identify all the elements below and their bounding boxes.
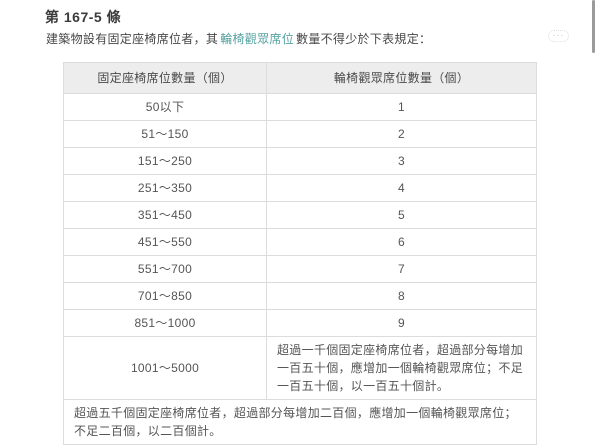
wheelchair-count-cell: 7	[266, 255, 537, 283]
table-row: 251～350 4	[63, 174, 537, 202]
table-row: 51～150 2	[63, 120, 537, 148]
table-row: 551～700 7	[63, 255, 537, 283]
intro-prefix: 建築物設有固定座椅席位者，其	[46, 32, 219, 46]
seat-range-cell: 251～350	[63, 174, 267, 202]
seat-range-cell: 50以下	[63, 93, 267, 121]
seat-range-cell: 151～250	[63, 147, 267, 175]
wheelchair-count-cell: 6	[266, 228, 537, 256]
seat-range-cell: 51～150	[63, 120, 267, 148]
header-wheelchair-seats: 輪椅觀眾席位數量（個）	[266, 62, 537, 94]
intro-suffix: 數量不得少於下表規定：	[296, 32, 432, 46]
wheelchair-count-cell: 2	[266, 120, 537, 148]
table-header-row: 固定座椅席位數量（個） 輪椅觀眾席位數量（個）	[63, 62, 537, 94]
table-row: 151～250 3	[63, 147, 537, 175]
seat-range-cell: 451～550	[63, 228, 267, 256]
wheelchair-count-cell: 5	[266, 201, 537, 229]
table-footnote-row: 超過五千個固定座椅席位者，超過部分每增加二百個，應增加一個輪椅觀眾席位；不足二百…	[63, 399, 537, 445]
header-fixed-seats: 固定座椅席位數量（個）	[63, 62, 267, 94]
vertical-scrollbar-thumb[interactable]	[592, 0, 595, 53]
seat-range-cell: 551～700	[63, 255, 267, 283]
table-row: 50以下 1	[63, 93, 537, 121]
wheelchair-count-cell: 4	[266, 174, 537, 202]
seat-range-cell: 351～450	[63, 201, 267, 229]
footnote-cell: 超過五千個固定座椅席位者，超過部分每增加二百個，應增加一個輪椅觀眾席位；不足二百…	[63, 399, 537, 445]
table-row: 351～450 5	[63, 201, 537, 229]
table-row: 701～850 8	[63, 282, 537, 310]
article-number: 第 167-5 條	[45, 9, 122, 25]
wheelchair-count-cell: 1	[266, 93, 537, 121]
table-row: 451～550 6	[63, 228, 537, 256]
table-row: 851～1000 9	[63, 309, 537, 337]
seat-range-cell: 1001～5000	[63, 336, 267, 400]
wheelchair-seats-link[interactable]: 輪椅觀眾席位	[220, 32, 295, 46]
wheelchair-count-cell: 9	[266, 309, 537, 337]
wheelchair-count-cell: 8	[266, 282, 537, 310]
wheelchair-count-cell: 3	[266, 147, 537, 175]
wheelchair-seat-table: 固定座椅席位數量（個） 輪椅觀眾席位數量（個） 50以下 1 51～150 2 …	[63, 62, 537, 445]
seat-range-cell: 851～1000	[63, 309, 267, 337]
table-row: 1001～5000 超過一千個固定座椅席位者，超過部分每增加一百五十個，應增加一…	[63, 336, 537, 400]
more-options-button[interactable]: ···	[548, 30, 569, 42]
article-intro-text: 建築物設有固定座椅席位者，其 輪椅觀眾席位 數量不得少於下表規定：	[46, 31, 530, 48]
wheelchair-rule-cell: 超過一千個固定座椅席位者，超過部分每增加一百五十個，應增加一個輪椅觀眾席位；不足…	[266, 336, 537, 400]
seat-range-cell: 701～850	[63, 282, 267, 310]
